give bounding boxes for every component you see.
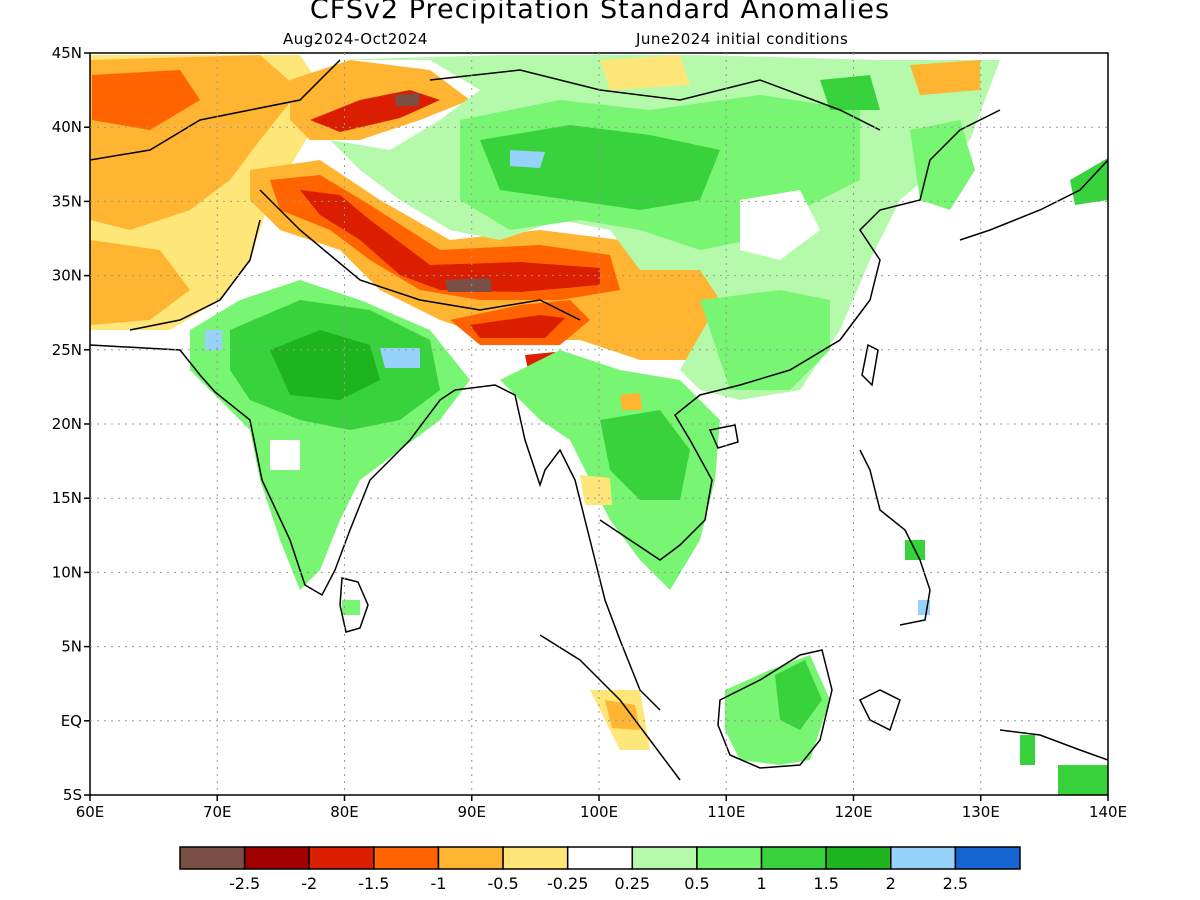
coastline-sumatra [539,634,681,781]
colorbar-swatch [760,846,827,870]
coastline-borneo [717,649,833,769]
colorbar-swatch [308,846,375,870]
colorbar-label: 1.5 [813,874,838,893]
lat-label: EQ [61,712,82,730]
anomaly-region-mongolia-dry [600,55,690,90]
gridlines [90,53,1108,795]
coastline-philippines [859,449,931,626]
colorbar-swatch [179,846,246,870]
lon-label: 120E [834,803,872,821]
coastline-bay-of-bengal [454,384,661,711]
anomaly-region-borneo-wet-core [775,660,822,730]
colorbar-swatch [825,846,892,870]
colorbar-label: -1.5 [358,874,389,893]
lat-label: 15N [52,489,82,507]
lon-label: 60E [76,803,105,821]
coastline-sri-lanka [339,577,369,633]
anomaly-region-iran-dry [90,240,190,325]
colorbar [179,846,1021,870]
lat-label: 5N [61,638,82,656]
lon-label: 80E [330,803,359,821]
lat-label: 25N [52,341,82,359]
anomaly-region-india-wet-inner [270,330,380,400]
anomaly-region-srilanka-wet [342,600,360,615]
lat-label: 45N [52,44,82,62]
forecast-period-label: Aug2024-Oct2024 [283,30,428,48]
lat-label: 10N [52,563,82,581]
colorbar-label: 0.5 [684,874,709,893]
anomaly-region-himalaya-dry-center [445,278,492,292]
anomaly-region-india-neutral [270,440,300,470]
colorbar-label: 2.5 [943,874,968,893]
colorbar-swatch [954,846,1021,870]
colorbar-label: 1 [756,874,766,893]
boundary-central-asia [90,59,341,161]
lon-label: 140E [1089,803,1127,821]
colorbar-swatch [437,846,504,870]
colorbar-swatch [243,846,310,870]
colorbar-swatch [890,846,957,870]
colorbar-label: 2 [886,874,896,893]
anomaly-region-newguinea-wet-south [1058,765,1108,795]
anomaly-region-manchuria-dry [910,60,980,95]
longitude-labels: 60E 70E 80E 90E 100E 110E 120E 130E 140E [76,795,1127,821]
boundary-china-mongolia [429,69,881,131]
colorbar-label: -0.25 [547,874,588,893]
map-title: CFSv2 Precipitation Standard Anomalies [309,0,891,25]
lat-label: 5S [63,786,82,804]
lon-label: 100E [580,803,618,821]
coastline-indochina [599,109,1001,561]
boundary-pakistan [129,219,261,331]
colorbar-swatch [373,846,440,870]
anomaly-field [90,55,1108,795]
anomaly-region-korea-wet [910,120,975,210]
colorbar-label: 0.25 [614,874,650,893]
anomaly-region-west-dry-inner [92,70,200,130]
lon-label: 70E [203,803,232,821]
coastline-japan [959,159,1108,241]
coastline-taiwan [861,343,879,387]
anomaly-region-sumatra-dry-core [605,700,640,730]
lat-label: 20N [52,415,82,433]
anomaly-region-china-wet-inner [480,125,720,210]
anomaly-region-laos-dry [620,393,642,410]
coastline-sulawesi [858,689,901,732]
lon-label: 110E [707,803,745,821]
anomaly-region-north-dry-center [395,93,420,106]
anomaly-region-china-wet-north [820,75,880,110]
anomaly-region-northchina-neutral [740,190,820,260]
lat-label: 40N [52,118,82,136]
anomaly-region-indochina-wet-core [600,410,690,500]
colorbar-swatch [631,846,698,870]
coastline-india [90,344,456,597]
colorbar-labels: -2.5 -2 -1.5 -1 -0.5 -0.25 0.25 0.5 1 1.5 2 2.5 [229,874,968,893]
anomaly-region-tibet-very-wet [510,150,545,168]
initial-conditions-label: June2024 initial conditions [636,30,849,48]
lon-label: 90E [457,803,486,821]
lon-label: 130E [962,803,1000,821]
anomaly-region-burma-dry-core [470,315,565,338]
colorbar-label: -0.5 [487,874,518,893]
colorbar-label: -1 [430,874,446,893]
colorbar-label: -2.5 [229,874,260,893]
latitude-labels: 45N 40N 35N 30N 25N 20N 15N 10N 5N EQ 5S [52,44,90,804]
coastlines [90,59,1108,781]
coastline-new-guinea [999,729,1108,761]
colorbar-swatch [502,846,569,870]
anomaly-region-newguinea-wet [1020,735,1035,765]
boundary-himalaya [259,189,581,321]
anomaly-region-india-very-wet [380,348,420,368]
colorbar-label: -2 [301,874,317,893]
anomaly-region-thailand-dry [580,475,612,505]
anomaly-region-himalaya-dry-inner [300,190,600,292]
colorbar-swatch [696,846,763,870]
lat-label: 35N [52,192,82,210]
lat-label: 30N [52,267,82,285]
anomaly-region-india-very-wet-west [205,330,222,350]
colorbar-swatch [566,846,634,870]
coastline-hainan [708,424,739,449]
